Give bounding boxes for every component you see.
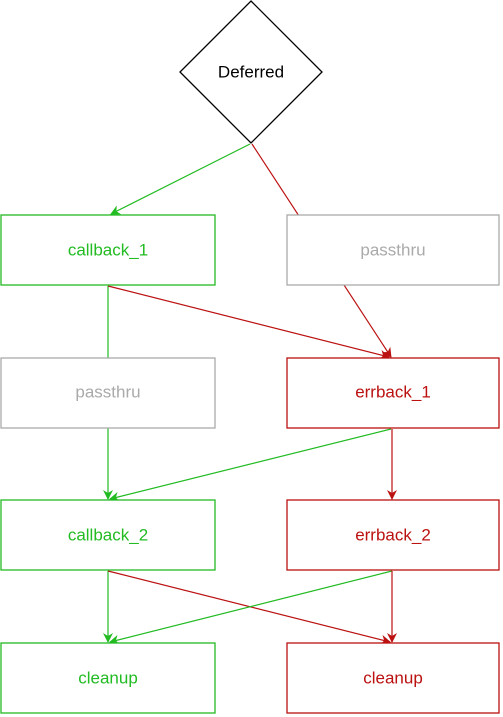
edge-deferred-to-callback-1 [110, 143, 251, 215]
node-passthru-right: passthru [286, 214, 500, 286]
callback-2-box [0, 499, 216, 571]
node-cleanup-right: cleanup [286, 642, 500, 714]
passthru-left-box [0, 357, 216, 429]
callback-1-box [0, 214, 216, 286]
callback-2-label: callback_2 [68, 525, 148, 544]
edges [103, 143, 397, 645]
node-cleanup-left: cleanup [0, 642, 216, 714]
errback-2-box [286, 499, 500, 571]
edge-errback-1-to-callback-2 [109, 428, 392, 502]
deferred-diamond [179, 0, 323, 144]
cleanup-right-box [286, 642, 500, 714]
cleanup-left-label: cleanup [78, 668, 138, 687]
node-deferred: Deferred [179, 0, 323, 144]
callback-1-label: callback_1 [68, 240, 148, 259]
edge-errback-2-to-cleanup-left [109, 570, 393, 645]
passthru-left-label: passthru [75, 382, 140, 401]
passthru-right-label: passthru [360, 240, 425, 259]
edge-callback-1-to-errback-1 [107, 285, 390, 360]
passthru-right-box [286, 214, 500, 286]
node-passthru-left: passthru [0, 357, 216, 429]
errback-1-box [286, 357, 500, 429]
deferred-label: Deferred [218, 62, 284, 81]
cleanup-left-box [0, 642, 216, 714]
node-errback-1: errback_1 [286, 357, 500, 429]
node-errback-2: errback_2 [286, 499, 500, 571]
node-callback-2: callback_2 [0, 499, 216, 571]
errback-2-label: errback_2 [355, 525, 431, 544]
node-callback-1: callback_1 [0, 214, 216, 286]
errback-1-label: errback_1 [355, 382, 431, 401]
cleanup-right-label: cleanup [363, 668, 423, 687]
